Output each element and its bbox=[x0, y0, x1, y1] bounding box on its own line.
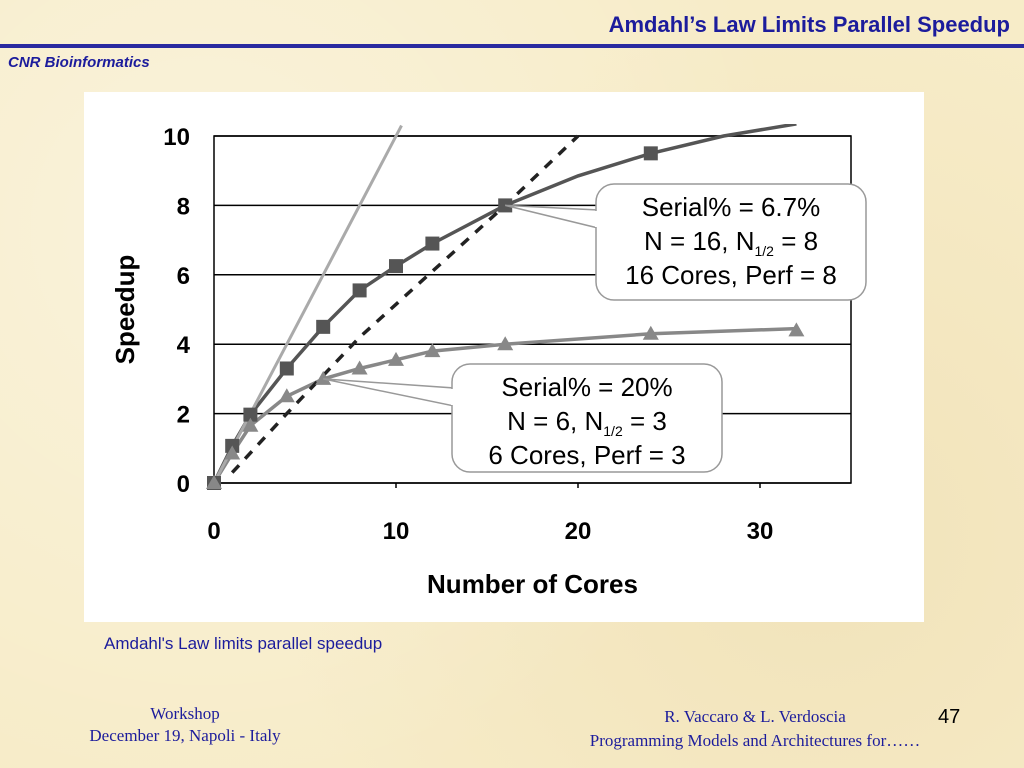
callout-box bbox=[451, 363, 723, 473]
x-tick-label: 20 bbox=[565, 518, 592, 545]
callout-line2-pre: N = 6, N bbox=[507, 406, 603, 436]
title-rule bbox=[0, 44, 1024, 48]
callout-line1: Serial% = 6.7% bbox=[642, 192, 820, 222]
x-tick-label: 0 bbox=[207, 518, 220, 545]
callout-line2-sub: 1/2 bbox=[603, 423, 623, 439]
triangle-marker bbox=[788, 322, 805, 337]
callout-1: Serial% = 6.7%N = 16, N1/2 = 816 Cores, … bbox=[505, 183, 867, 301]
callout-line2-pre: N = 16, N bbox=[644, 226, 755, 256]
y-tick-label: 2 bbox=[177, 402, 190, 429]
triangle-marker bbox=[642, 325, 659, 340]
square-marker bbox=[425, 236, 440, 251]
footer-event: Workshop December 19, Napoli - Italy bbox=[70, 703, 300, 747]
callout-pointer bbox=[323, 378, 455, 407]
square-marker bbox=[243, 407, 258, 422]
square-marker bbox=[279, 361, 294, 376]
y-tick-label: 10 bbox=[163, 124, 190, 151]
callout-2: Serial% = 20%N = 6, N1/2 = 36 Cores, Per… bbox=[323, 363, 723, 473]
page-number: 47 bbox=[938, 706, 961, 728]
footer-event-date: December 19, Napoli - Italy bbox=[89, 726, 281, 745]
callout-line3: 16 Cores, Perf = 8 bbox=[625, 260, 837, 290]
callout-line2-post: = 3 bbox=[623, 406, 667, 436]
callout-layer: Serial% = 6.7%N = 16, N1/2 = 816 Cores, … bbox=[323, 183, 867, 473]
y-tick-label: 0 bbox=[177, 471, 190, 498]
plot-frame bbox=[213, 135, 852, 484]
org-label: CNR Bioinformatics bbox=[8, 54, 150, 71]
speedup-chart: 0 2 4 6 8 10 0 10 20 30 Number of Cores Speedup Ser… bbox=[110, 124, 867, 599]
triangle-marker bbox=[224, 445, 241, 460]
callout-line2: N = 6, N1/2 = 3 bbox=[507, 406, 667, 439]
callout-line3: 6 Cores, Perf = 3 bbox=[488, 440, 685, 470]
callout-line1: Serial% = 20% bbox=[501, 372, 672, 402]
x-tick-label: 30 bbox=[747, 518, 774, 545]
footer-course-title: Programming Models and Architectures for… bbox=[589, 731, 921, 750]
triangle-marker bbox=[497, 336, 514, 351]
dashed-speedup-line bbox=[230, 134, 580, 474]
serial-6.7-line bbox=[214, 124, 797, 484]
square-marker bbox=[389, 259, 403, 274]
x-tick-label: 10 bbox=[383, 518, 410, 545]
callout-pointer bbox=[505, 204, 599, 229]
square-marker bbox=[643, 146, 658, 161]
axis-layer: 0 2 4 6 8 10 0 10 20 30 Number of Cores Speedup bbox=[110, 124, 852, 599]
figure-caption: Amdahl's Law limits parallel speedup bbox=[104, 634, 383, 653]
callout-seam bbox=[451, 389, 455, 405]
footer-authors: R. Vaccaro & L. Verdoscia Programming Mo… bbox=[540, 705, 970, 753]
triangle-marker bbox=[388, 351, 404, 366]
triangle-marker bbox=[242, 417, 259, 432]
y-tick-label: 6 bbox=[177, 263, 190, 290]
slide-title: Amdahl’s Law Limits Parallel Speedup bbox=[608, 12, 1010, 37]
y-axis-title: Speedup bbox=[110, 255, 140, 365]
y-tick-label: 8 bbox=[177, 193, 190, 220]
triangle-marker bbox=[206, 475, 222, 489]
callout-box bbox=[595, 183, 867, 301]
triangle-marker bbox=[351, 360, 368, 375]
chart-panel: 0 2 4 6 8 10 0 10 20 30 Number of Cores Speedup Ser… bbox=[84, 92, 924, 622]
square-marker bbox=[352, 283, 367, 298]
callout-line2-post: = 8 bbox=[774, 226, 818, 256]
footer-author-names: R. Vaccaro & L. Verdoscia bbox=[664, 707, 846, 726]
x-axis-title: Number of Cores bbox=[427, 569, 638, 599]
triangle-marker bbox=[315, 370, 332, 385]
square-marker bbox=[316, 319, 331, 334]
triangle-marker bbox=[278, 388, 295, 403]
series-layer bbox=[206, 124, 805, 490]
callout-line2-sub: 1/2 bbox=[755, 243, 775, 259]
callout-line2: N = 16, N1/2 = 8 bbox=[644, 226, 818, 259]
triangle-marker bbox=[424, 343, 441, 358]
ideal-speedup-line bbox=[214, 124, 403, 484]
callout-seam bbox=[595, 211, 599, 227]
footer-event-name: Workshop bbox=[150, 704, 220, 723]
y-tick-label: 4 bbox=[177, 332, 191, 359]
